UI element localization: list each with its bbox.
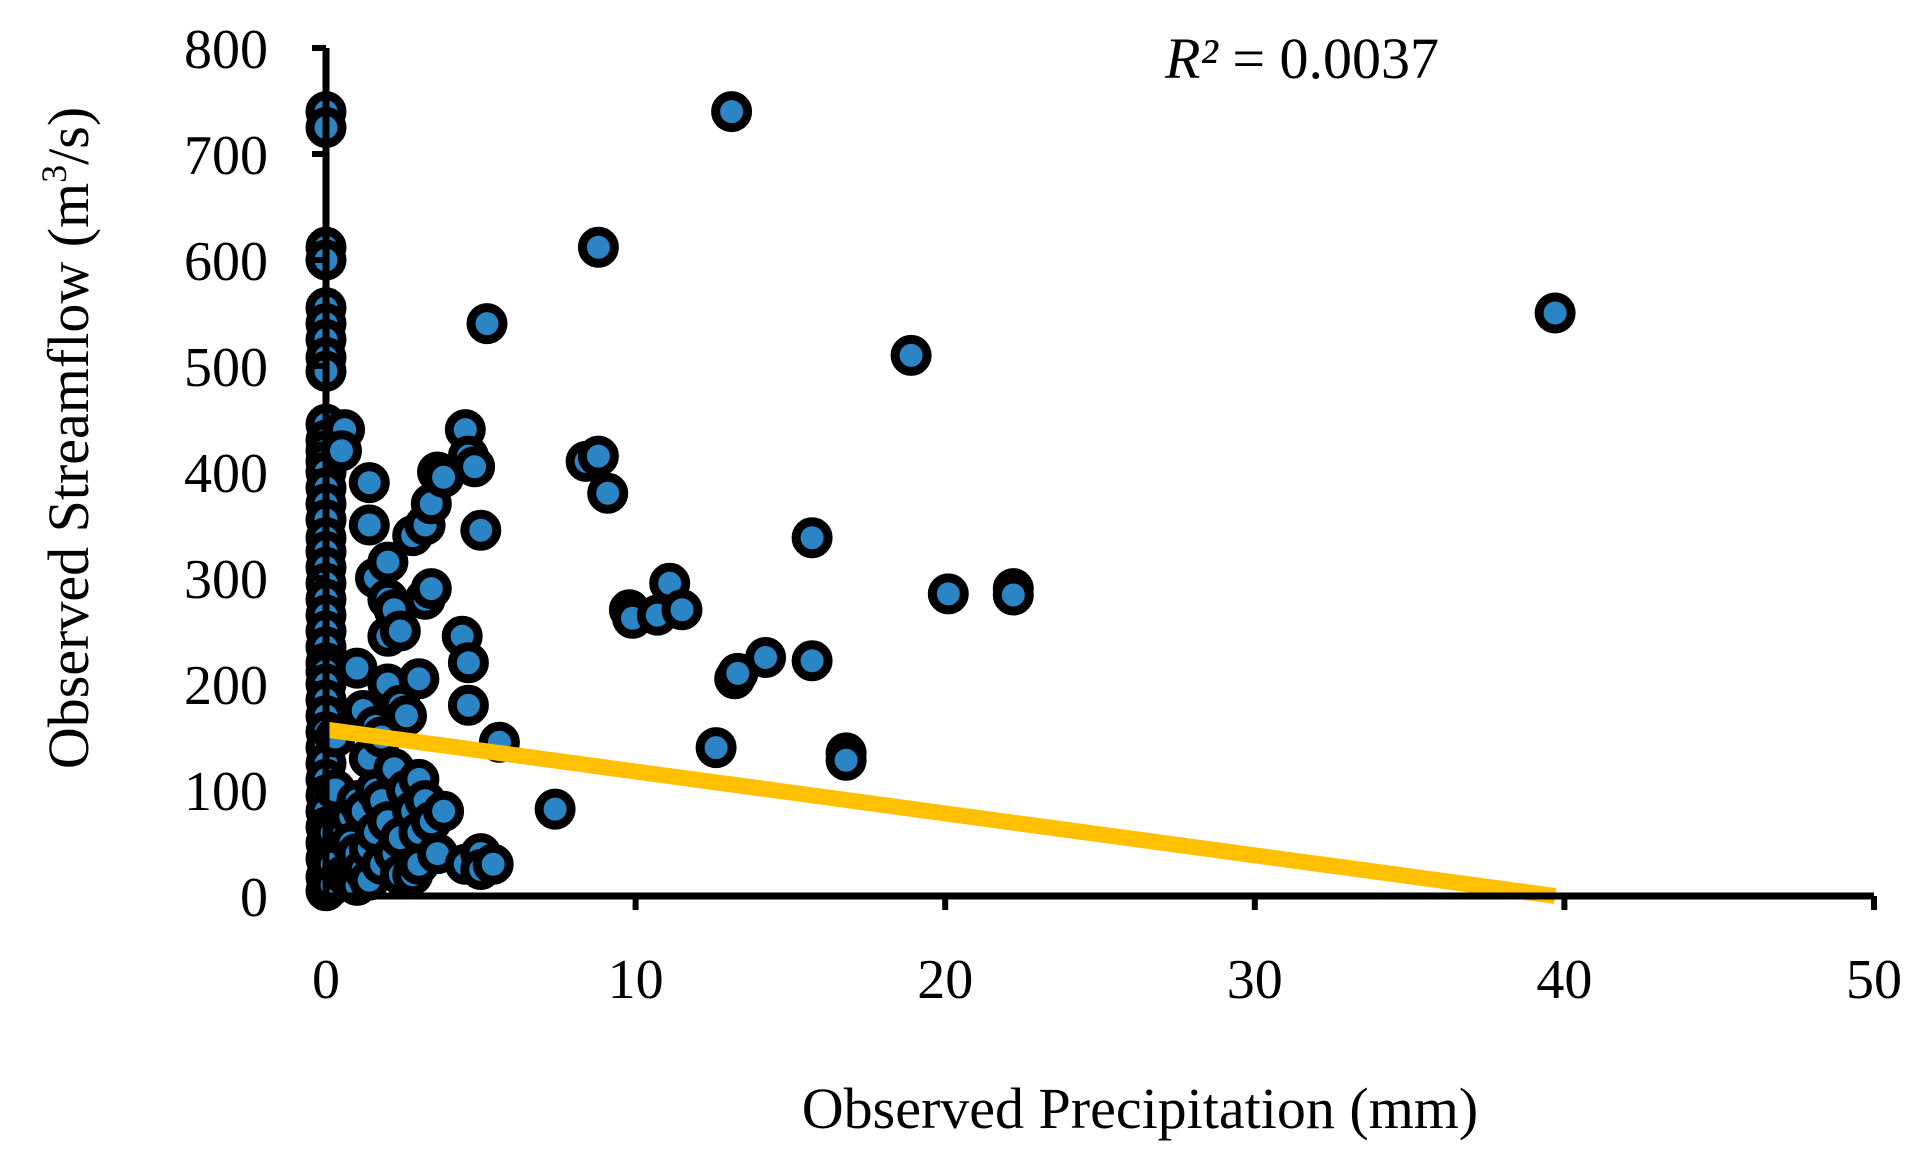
y-axis-title: Observed Streamflow (m3/s)	[34, 107, 101, 769]
data-point	[410, 568, 452, 610]
data-point	[695, 727, 737, 769]
data-point	[992, 574, 1034, 616]
y-tick-label: 600	[184, 231, 268, 293]
y-tick-label: 700	[184, 125, 268, 187]
data-point	[587, 472, 629, 514]
y-axis-title-main: Observed Streamflow (m	[36, 183, 101, 769]
y-tick-label: 800	[184, 19, 268, 81]
data-point	[1534, 292, 1576, 334]
data-point	[577, 226, 619, 268]
tick-labels: 0 100 200 300 400 500 600 700 800 0 10 20 30 40 50	[184, 19, 1902, 1011]
x-tick-label: 40	[1536, 949, 1592, 1011]
axes	[312, 45, 1877, 910]
data-point	[348, 462, 390, 504]
data-point	[379, 610, 421, 652]
data-point	[466, 303, 508, 345]
data-point	[472, 843, 514, 885]
data-point	[398, 658, 440, 700]
trendline-layer	[324, 721, 1557, 904]
data-point	[321, 430, 362, 472]
data-point	[386, 695, 427, 737]
data-point	[460, 509, 502, 551]
x-tick-label: 30	[1227, 949, 1283, 1011]
data-point	[423, 790, 465, 832]
y-tick-label: 200	[184, 655, 268, 717]
x-tick-label: 20	[917, 949, 973, 1011]
data-point	[791, 640, 833, 682]
data-point	[336, 647, 378, 689]
data-point	[447, 684, 489, 726]
y-axis-title-superscript: 3	[34, 165, 74, 183]
r-squared-annotation: R² = 0.0037	[1164, 26, 1439, 91]
y-axis-title-tail: /s)	[36, 107, 101, 165]
data-point	[745, 637, 787, 678]
data-point	[927, 573, 969, 615]
x-tick-label: 50	[1846, 949, 1902, 1011]
r-squared-value: = 0.0037	[1218, 26, 1439, 91]
x-tick-label: 0	[312, 949, 340, 1011]
data-point	[447, 642, 489, 684]
data-point	[890, 334, 932, 376]
data-point	[791, 517, 833, 559]
trendline	[324, 721, 1557, 904]
y-tick-label: 0	[240, 867, 268, 929]
data-point	[577, 435, 619, 477]
y-tick-label: 500	[184, 337, 268, 399]
data-point	[454, 446, 496, 488]
data-point	[711, 91, 753, 133]
x-tick-label: 10	[608, 949, 664, 1011]
data-point	[661, 589, 703, 631]
data-point	[534, 788, 576, 830]
data-point	[367, 541, 409, 583]
y-tick-label: 400	[184, 443, 268, 505]
r-squared-symbol: R²	[1164, 26, 1219, 91]
data-point	[348, 504, 390, 546]
y-tick-label: 300	[184, 549, 268, 611]
x-axis-title: Observed Precipitation (mm)	[802, 1076, 1479, 1141]
y-tick-label: 100	[184, 761, 268, 823]
data-point	[825, 739, 867, 781]
data-points	[305, 91, 1576, 912]
